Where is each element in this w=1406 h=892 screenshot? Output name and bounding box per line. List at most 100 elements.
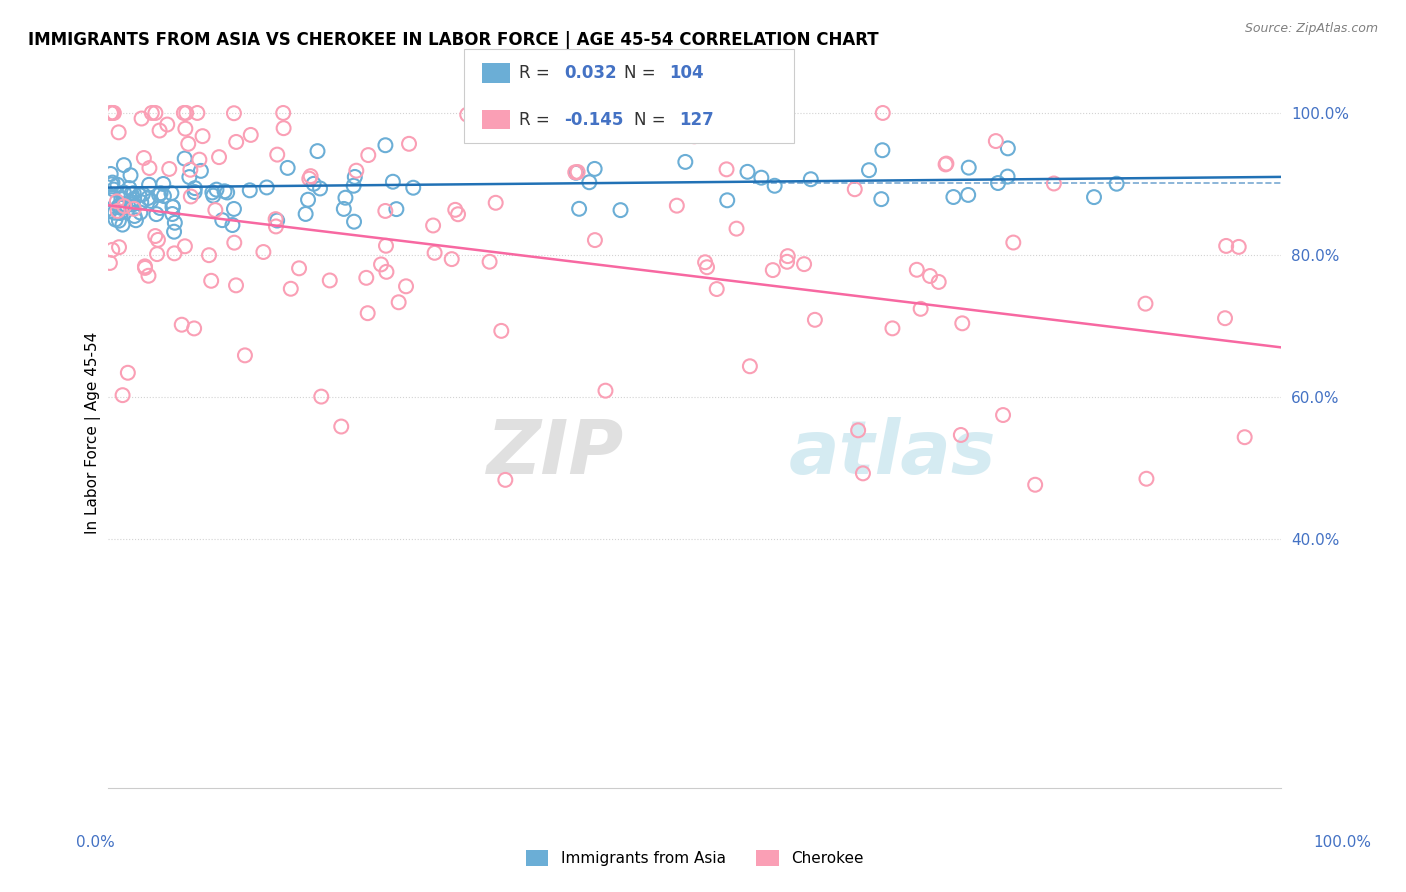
Text: 104: 104 — [669, 64, 704, 82]
Point — [846, 423, 869, 437]
Point — [309, 390, 332, 404]
Point — [1105, 177, 1128, 191]
Point — [101, 243, 124, 257]
Point — [112, 158, 135, 172]
Point — [271, 106, 294, 120]
Point — [905, 262, 928, 277]
Point — [179, 169, 201, 184]
Point — [107, 178, 129, 192]
Point — [183, 185, 205, 199]
Point — [125, 213, 148, 227]
Point — [343, 178, 366, 193]
Point — [872, 106, 894, 120]
Point — [456, 108, 478, 122]
Point — [706, 282, 728, 296]
Point — [1043, 177, 1066, 191]
Point — [108, 201, 131, 215]
Text: 0.0%: 0.0% — [76, 836, 115, 850]
Point — [1083, 190, 1105, 204]
Point — [1002, 235, 1025, 250]
Point — [111, 198, 134, 212]
Text: 0.032: 0.032 — [564, 64, 616, 82]
Point — [478, 254, 501, 268]
Point — [266, 213, 288, 227]
Point — [174, 239, 197, 253]
Point — [357, 148, 380, 162]
Point — [100, 178, 122, 192]
Point — [180, 189, 202, 203]
Point — [225, 135, 247, 149]
Point — [233, 348, 256, 362]
Point — [343, 169, 366, 184]
Point — [423, 245, 446, 260]
Point — [402, 180, 425, 194]
Legend: Immigrants from Asia, Cherokee: Immigrants from Asia, Cherokee — [519, 845, 870, 872]
Point — [1135, 472, 1157, 486]
Point — [221, 218, 243, 232]
Point — [138, 178, 160, 192]
Point — [595, 384, 617, 398]
Point — [738, 359, 761, 374]
Point — [609, 203, 631, 218]
Point — [793, 257, 815, 271]
Point — [852, 467, 875, 481]
Point — [330, 419, 353, 434]
Point — [997, 169, 1019, 184]
Point — [134, 260, 156, 274]
Point — [205, 183, 228, 197]
Point — [173, 152, 195, 166]
Point — [333, 202, 356, 216]
Point — [145, 106, 167, 120]
Point — [217, 186, 239, 200]
Text: N =: N = — [624, 64, 661, 82]
Point — [288, 261, 311, 276]
Point — [111, 201, 134, 215]
Point — [485, 195, 508, 210]
Point — [1135, 296, 1157, 310]
Point — [128, 188, 150, 202]
Point — [950, 316, 973, 330]
Point — [188, 153, 211, 167]
Point — [143, 229, 166, 244]
Point — [294, 207, 316, 221]
Point — [153, 189, 176, 203]
Point — [145, 207, 167, 221]
Point — [101, 176, 124, 190]
Point — [277, 161, 299, 175]
Point — [103, 182, 125, 196]
Text: atlas: atlas — [789, 417, 995, 491]
Point — [751, 170, 773, 185]
Point — [374, 203, 396, 218]
Point — [138, 268, 160, 283]
Point — [105, 194, 128, 209]
Point — [494, 106, 516, 120]
Point — [162, 200, 184, 214]
Point — [935, 156, 957, 170]
Point — [191, 129, 214, 144]
Point — [149, 201, 172, 215]
Point — [100, 106, 122, 120]
Point — [177, 136, 200, 151]
Point — [567, 165, 589, 179]
Point — [872, 143, 894, 157]
Point — [98, 204, 121, 219]
Point — [991, 408, 1014, 422]
Point — [928, 275, 950, 289]
Point — [1233, 430, 1256, 444]
Point — [870, 192, 893, 206]
Point — [100, 193, 122, 207]
Point — [716, 162, 738, 177]
Point — [139, 194, 162, 208]
Text: ZIP: ZIP — [486, 417, 624, 491]
Point — [335, 191, 357, 205]
Point — [565, 166, 588, 180]
Point — [112, 199, 135, 213]
Point — [198, 248, 221, 262]
Point — [280, 282, 302, 296]
Point — [716, 194, 738, 208]
Point — [149, 186, 172, 201]
Point — [162, 207, 184, 221]
Point — [665, 199, 688, 213]
Point — [111, 388, 134, 402]
Point — [101, 106, 124, 120]
